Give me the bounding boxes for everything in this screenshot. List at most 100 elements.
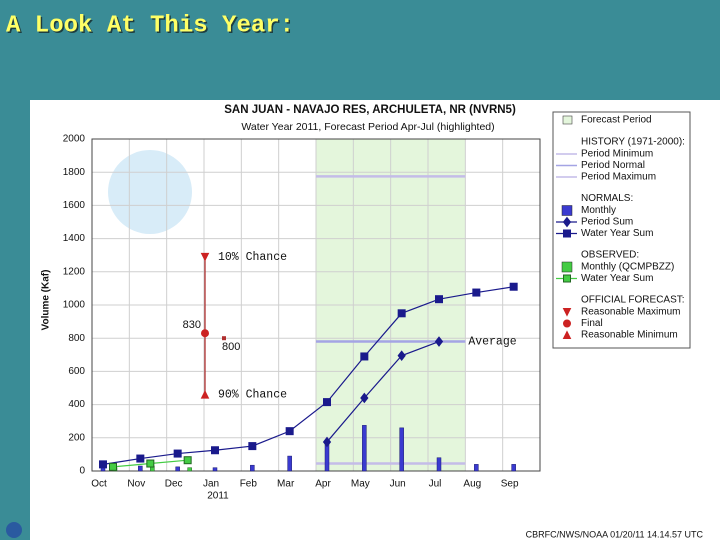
marker-square xyxy=(323,398,331,407)
marker-diamond xyxy=(322,436,332,448)
bar xyxy=(474,464,479,472)
annotation: 90% Chance xyxy=(218,389,287,402)
bar xyxy=(175,466,180,472)
marker-diamond xyxy=(562,216,572,228)
bar xyxy=(511,464,516,472)
y-tick-label: 2000 xyxy=(63,134,86,145)
marker-square xyxy=(173,449,182,458)
marker-square xyxy=(472,288,481,297)
slide-title: A Look At This Year: xyxy=(6,12,294,39)
legend-swatch xyxy=(561,261,573,273)
bar xyxy=(362,425,367,472)
x-tick-label: Jun xyxy=(390,479,406,490)
bar xyxy=(187,467,192,472)
series-line xyxy=(326,340,440,443)
marker-diamond xyxy=(397,350,406,361)
y-tick-label: 800 xyxy=(68,333,85,344)
y-axis-label: Volume (Kaf) xyxy=(41,270,52,331)
y-tick-label: 400 xyxy=(68,399,85,410)
marker-square xyxy=(183,456,192,465)
legend-label: Water Year Sum xyxy=(581,228,653,239)
marker-triangle-down xyxy=(200,252,210,262)
marker-square xyxy=(435,295,443,304)
marker-square xyxy=(99,460,107,469)
y-tick-label: 1200 xyxy=(63,266,86,277)
logo xyxy=(6,522,22,538)
legend-label: Period Minimum xyxy=(581,149,653,160)
marker-triangle-up xyxy=(200,390,210,399)
bar xyxy=(250,464,255,472)
legend-label: Water Year Sum xyxy=(581,273,653,284)
y-tick-label: 1400 xyxy=(63,233,86,244)
legend-label: Period Normal xyxy=(581,160,645,171)
legend-label: Monthly xyxy=(581,205,616,216)
legend-swatch xyxy=(562,115,573,125)
marker-circle xyxy=(201,329,209,338)
footer: CBRFC/NWS/NOAA 01/20/11 14.14.57 UTC xyxy=(526,529,704,539)
y-tick-label: 0 xyxy=(79,466,85,477)
legend-heading: NORMALS: xyxy=(581,193,633,204)
y-tick-label: 200 xyxy=(68,432,85,443)
marker-square xyxy=(397,309,406,318)
legend-label: Forecast Period xyxy=(581,115,652,126)
noaa-watermark xyxy=(108,150,192,234)
x-tick-label: Feb xyxy=(240,479,258,490)
marker-diamond xyxy=(360,392,369,404)
annotation: 10% Chance xyxy=(218,251,287,264)
bar xyxy=(399,427,404,472)
marker-triangle-up xyxy=(562,330,572,339)
x-tick-label: Apr xyxy=(315,479,331,490)
y-tick-label: 1600 xyxy=(63,200,86,211)
bar xyxy=(436,457,442,472)
slide-title-shadow: A Look At This Year: xyxy=(8,14,296,41)
marker-square xyxy=(146,459,155,468)
marker-square xyxy=(509,282,518,291)
marker-diamond xyxy=(434,336,444,347)
y-tick-label: 1800 xyxy=(63,167,86,178)
marker-square xyxy=(136,454,145,463)
legend-label: Period Maximum xyxy=(581,172,656,183)
marker-square xyxy=(211,446,219,455)
x-sublabel: 2011 xyxy=(207,491,229,502)
data-label: 830 xyxy=(183,319,201,331)
marker-square xyxy=(563,274,571,283)
y-tick-label: 600 xyxy=(68,366,85,377)
bar xyxy=(212,467,218,472)
x-tick-label: Mar xyxy=(277,479,295,490)
marker-square xyxy=(563,229,571,238)
plot-frame xyxy=(91,138,541,472)
marker-square xyxy=(360,352,369,361)
chart-title: SAN JUAN - NAVAJO RES, ARCHULETA, NR (NV… xyxy=(224,104,516,116)
legend-label: Final xyxy=(581,318,603,329)
marker-square xyxy=(109,462,117,471)
annotation: 800 xyxy=(222,341,240,353)
chart-subtitle: Water Year 2011, Forecast Period Apr-Jul… xyxy=(241,121,494,133)
x-tick-label: May xyxy=(351,479,370,490)
series-line xyxy=(102,286,514,465)
marker-circle xyxy=(563,319,571,328)
legend-heading: OBSERVED: xyxy=(581,250,639,261)
x-tick-label: Dec xyxy=(165,479,183,490)
x-tick-label: Oct xyxy=(91,479,107,490)
legend-swatch xyxy=(561,205,573,216)
legend-label: Reasonable Maximum xyxy=(581,307,681,318)
annotation-marker xyxy=(222,336,226,341)
marker-square xyxy=(285,427,294,436)
marker-triangle-down xyxy=(562,308,572,317)
legend-label: Monthly (QCMPBZZ) xyxy=(581,262,674,273)
x-tick-label: Aug xyxy=(463,479,481,490)
x-tick-label: Sep xyxy=(501,479,519,490)
x-tick-label: Jul xyxy=(429,479,442,490)
bar xyxy=(138,465,143,472)
legend-label: Period Sum xyxy=(581,217,633,228)
legend-box xyxy=(552,111,691,349)
legend-heading: OFFICIAL FORECAST: xyxy=(581,295,685,306)
legend-heading: HISTORY (1971-2000): xyxy=(581,137,685,148)
y-tick-label: 1000 xyxy=(63,300,86,311)
annotation: Average xyxy=(468,336,516,349)
x-tick-label: Nov xyxy=(127,479,145,490)
marker-square xyxy=(248,442,257,451)
legend-label: Reasonable Minimum xyxy=(581,330,678,341)
